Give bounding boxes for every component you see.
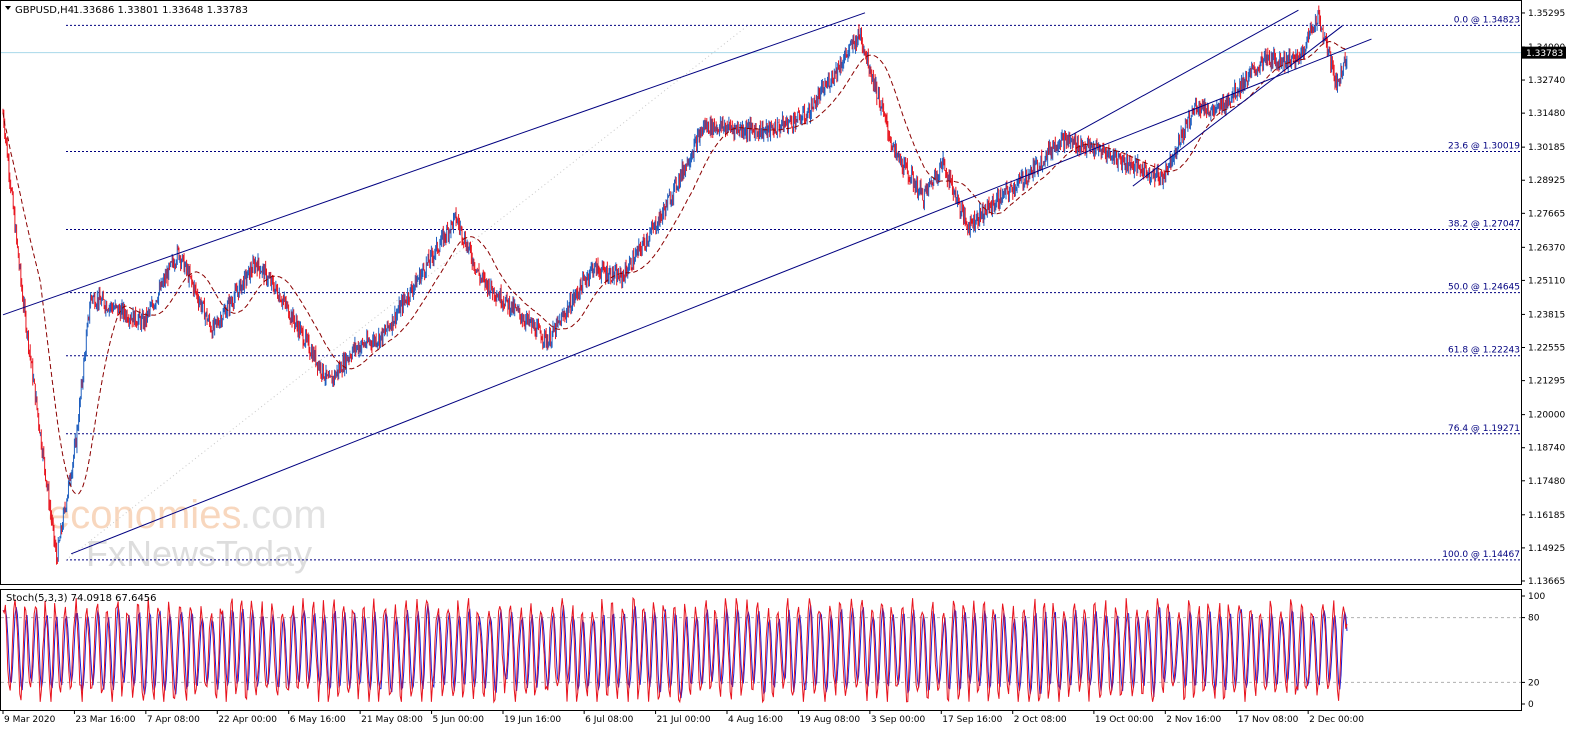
- stoch-tick-label: 0: [1528, 700, 1534, 710]
- price-axis: 1.352951.340001.327401.314801.301851.289…: [1521, 9, 1566, 587]
- current-price-box: [1522, 46, 1566, 59]
- price-tick-label: 1.17480: [1528, 477, 1565, 487]
- price-tick-label: 1.31480: [1528, 109, 1565, 119]
- stoch-tick-label: 80: [1528, 614, 1540, 624]
- trendline-minor-channel-lower: [1132, 25, 1343, 187]
- time-tick-label: 7 Apr 08:00: [147, 715, 200, 725]
- time-tick-label: 17 Sep 16:00: [942, 715, 1002, 725]
- price-tick-label: 1.30185: [1528, 143, 1565, 153]
- ohlc-label: 1.33686 1.33801 1.33648 1.33783: [73, 5, 248, 16]
- watermark-economies: economies: [48, 493, 241, 537]
- watermark: economies .com FxNewsToday: [48, 493, 327, 574]
- price-tick-label: 1.28925: [1528, 176, 1565, 186]
- time-axis: 9 Mar 2020 23 Mar 16:00 7 Apr 08:00 22 Apr …: [2, 710, 1364, 725]
- trendline-minor-channel-upper: [1069, 9, 1299, 137]
- time-tick-label: 22 Apr 00:00: [218, 715, 277, 725]
- watermark-dotcom: .com: [240, 493, 327, 537]
- price-tick-label: 1.35295: [1528, 9, 1565, 19]
- price-tick-label: 1.22555: [1528, 344, 1565, 354]
- price-tick-label: 1.27665: [1528, 209, 1565, 219]
- stoch-axis: 100 80 20 0: [1521, 592, 1545, 710]
- time-tick-label: 6 Jul 08:00: [585, 715, 634, 725]
- stochastic-lines: [1, 596, 1521, 704]
- stochastic-panel: 100 80 20 0 Stoch(5,3,3) 74.0918 67.6456: [0, 589, 1545, 711]
- price-tick-label: 1.32740: [1528, 76, 1565, 86]
- price-tick-label: 1.20000: [1528, 411, 1565, 421]
- symbol-label: GBPUSD,H4: [15, 5, 74, 16]
- price-tick-label: 1.26370: [1528, 243, 1565, 253]
- moving-average: [2, 40, 1348, 495]
- trendlines: [2, 9, 1372, 555]
- time-tick-label: 2 Nov 16:00: [1166, 715, 1221, 725]
- time-tick-label: 19 Jun 16:00: [504, 715, 561, 725]
- time-tick-label: 5 Jun 00:00: [433, 715, 485, 725]
- time-tick-label: 3 Sep 00:00: [871, 715, 926, 725]
- time-tick-label: 2 Dec 00:00: [1309, 715, 1364, 725]
- fib-level-label: 0.0 @ 1.34823: [1454, 15, 1520, 25]
- collapse-triangle-icon[interactable]: [5, 6, 11, 10]
- fib-level-label: 61.8 @ 1.22243: [1448, 346, 1520, 356]
- fib-level-label: 23.6 @ 1.30019: [1448, 142, 1520, 152]
- time-tick-label: 6 May 16:00: [290, 715, 346, 725]
- price-tick-label: 1.16185: [1528, 511, 1565, 521]
- time-tick-label: 4 Aug 16:00: [728, 715, 783, 725]
- moving-average-line: [2, 40, 1348, 495]
- stoch-tick-label: 20: [1528, 678, 1540, 688]
- price-tick-label: 1.18740: [1528, 444, 1565, 454]
- time-tick-label: 21 May 08:00: [361, 715, 423, 725]
- price-tick-label: 1.21295: [1528, 377, 1565, 387]
- watermark-fxnewstoday: FxNewsToday: [86, 533, 312, 574]
- price-tick-label: 1.14925: [1528, 544, 1565, 554]
- time-tick-label: 17 Nov 08:00: [1238, 715, 1299, 725]
- fib-level-label: 76.4 @ 1.19271: [1448, 424, 1520, 434]
- time-tick-label: 2 Oct 08:00: [1014, 715, 1067, 725]
- fib-diagonal-line: [65, 24, 749, 561]
- time-tick-label: 21 Jul 00:00: [657, 715, 711, 725]
- time-tick-label: 19 Aug 08:00: [799, 715, 860, 725]
- fib-level-label: 38.2 @ 1.27047: [1448, 220, 1520, 230]
- fib-level-label: 50.0 @ 1.24645: [1448, 283, 1520, 293]
- time-tick-label: 19 Oct 00:00: [1095, 715, 1154, 725]
- price-tick-label: 1.23815: [1528, 310, 1565, 320]
- main-price-panel: economies .com FxNewsToday 0.0 @ 1.34823…: [0, 0, 1566, 587]
- trendline-upper-channel: [2, 12, 866, 316]
- stoch-title: Stoch(5,3,3) 74.0918 67.6456: [6, 593, 157, 604]
- fib-level-label: 100.0 @ 1.14467: [1442, 550, 1520, 560]
- time-tick-label: 9 Mar 2020: [4, 715, 56, 725]
- chart-header: GBPUSD,H4 1.33686 1.33801 1.33648 1.3378…: [5, 5, 248, 16]
- price-tick-label: 1.13665: [1528, 577, 1565, 587]
- price-tick-label: 1.25110: [1528, 276, 1565, 286]
- time-tick-label: 23 Mar 16:00: [75, 715, 135, 725]
- current-price-value: 1.33783: [1526, 49, 1563, 59]
- candlesticks: [2, 5, 1348, 565]
- trendline-lower-channel: [70, 38, 1372, 555]
- stoch-tick-label: 100: [1528, 592, 1545, 602]
- stoch-main-line: [2, 596, 1348, 704]
